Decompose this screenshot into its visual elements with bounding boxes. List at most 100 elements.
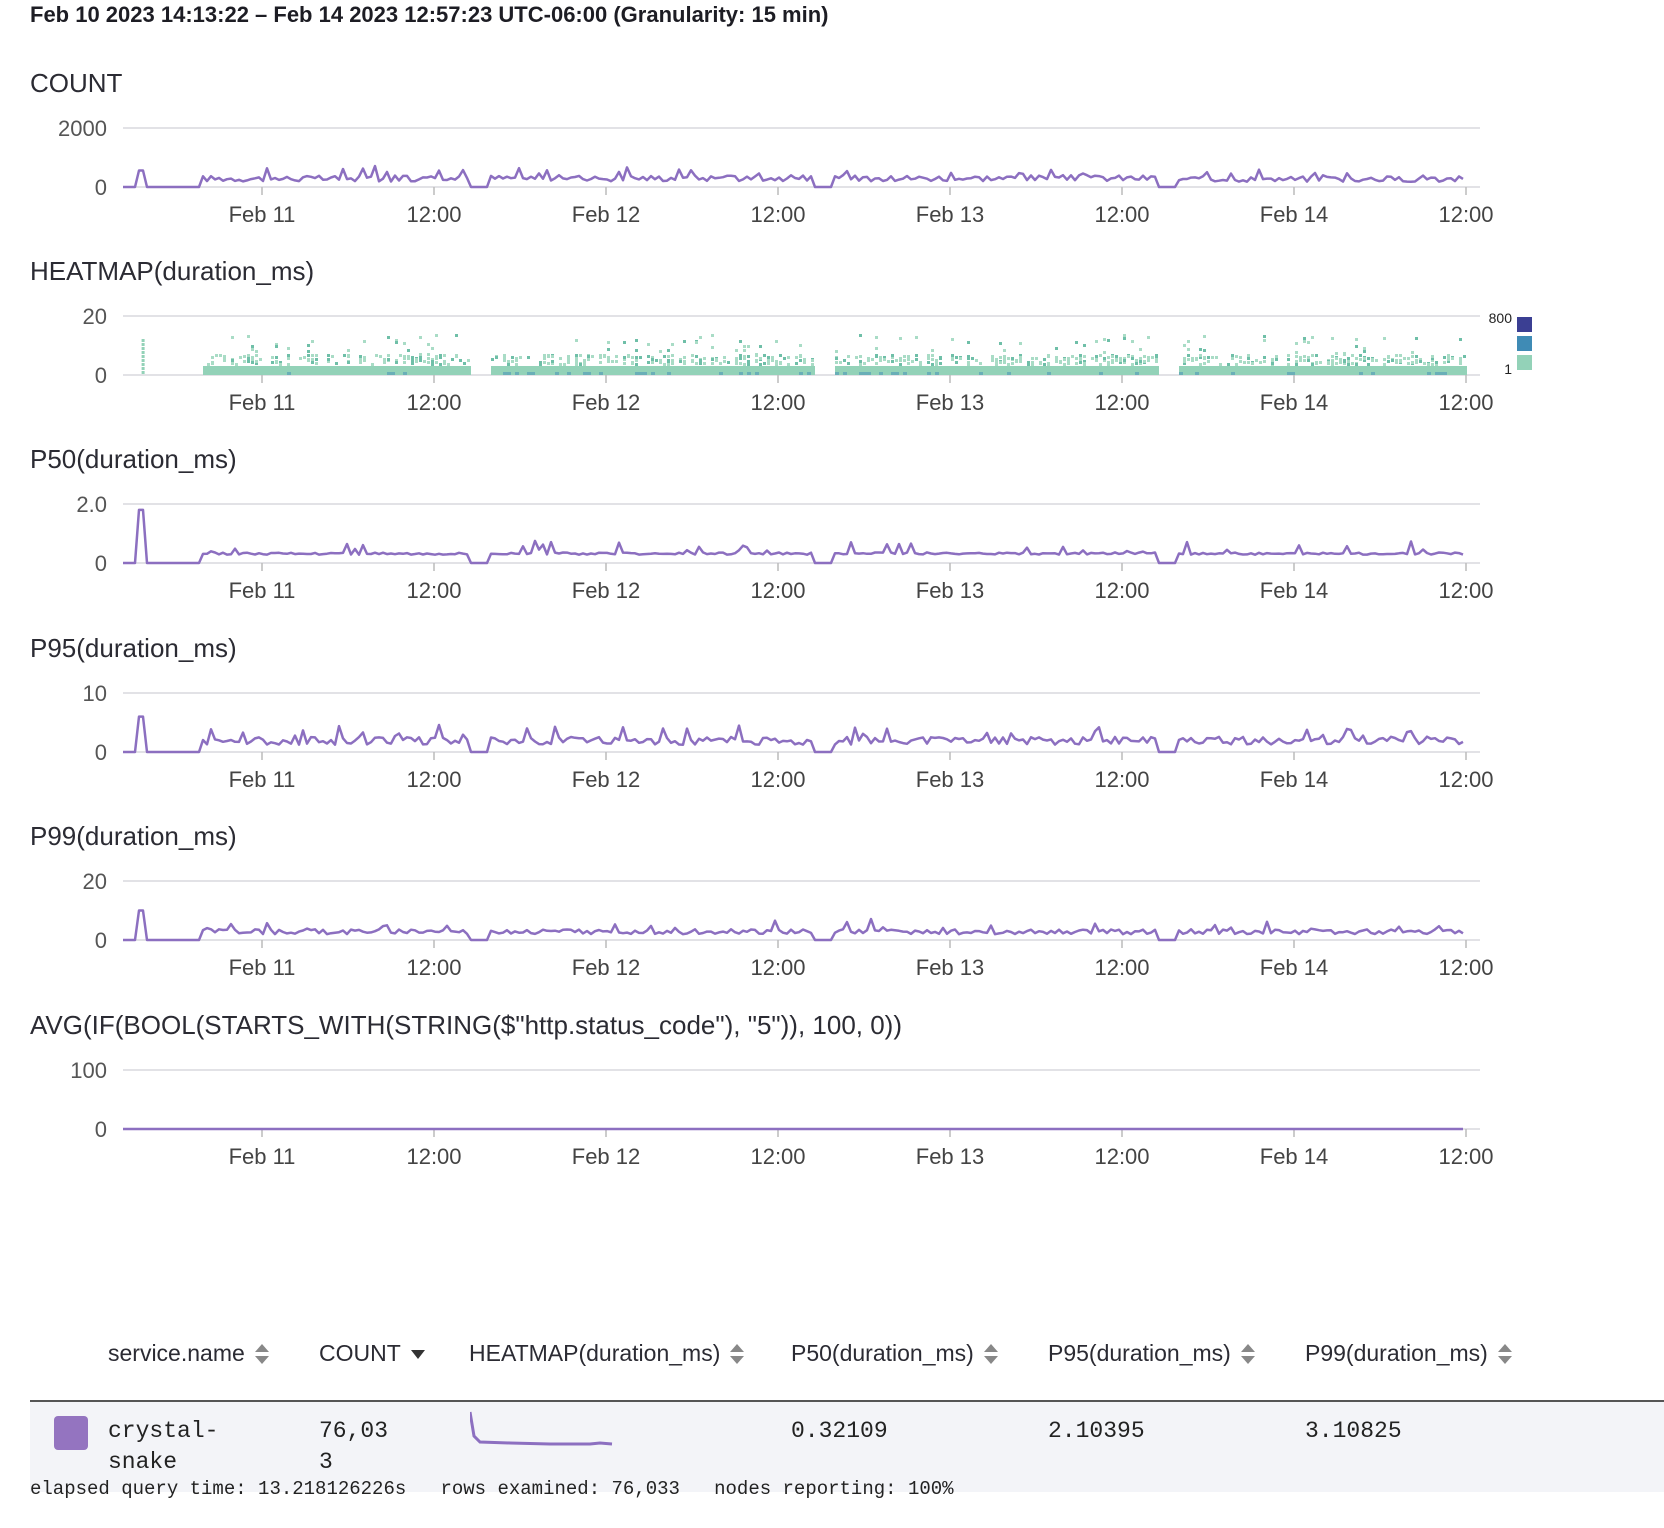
sort-icon[interactable]	[982, 1343, 1000, 1365]
heatmap-cell	[935, 359, 938, 362]
heatmap-cells[interactable]	[141, 334, 1664, 375]
heatmap-cell	[1007, 372, 1011, 375]
col-count[interactable]: COUNT	[319, 1340, 427, 1367]
col-p50[interactable]: P50(duration_ms)	[791, 1340, 1000, 1367]
x-tick-label: 12:00	[406, 390, 461, 415]
heatmap-cell	[1395, 361, 1398, 364]
chart-plot[interactable]: 2000 0 Feb 11 12:00 Feb 12 12:00 Feb 13 12:00 Fe…	[0, 112, 1664, 252]
heatmap-cell	[141, 343, 145, 346]
heatmap-cell	[439, 366, 443, 375]
heatmap-cell	[1363, 366, 1367, 375]
series-line[interactable]	[123, 715, 1464, 754]
heatmap-cell	[995, 366, 999, 375]
x-tick-label: Feb 11	[229, 202, 296, 227]
heatmap-cell	[1031, 357, 1034, 360]
heatmap-cell	[691, 354, 694, 357]
heatmap-cell	[1451, 366, 1455, 375]
heatmap-cell	[647, 343, 650, 346]
heatmap-cell	[759, 345, 762, 348]
heatmap-cell	[795, 356, 798, 359]
heatmap-cell	[1423, 366, 1427, 375]
chart-plot[interactable]: 100 0 Feb 11 12:00 Feb 12 12:00 Feb 13 12:00 Feb…	[0, 1054, 1664, 1194]
heatmap-cell	[499, 366, 503, 375]
heatmap-cell	[619, 366, 623, 375]
heatmap-cell	[695, 366, 699, 375]
x-tick-label: Feb 12	[572, 202, 641, 227]
heatmap-cell	[635, 339, 638, 342]
heatmap-cell	[599, 366, 603, 375]
heatmap-cell	[1363, 347, 1366, 350]
heatmap-cell	[903, 359, 906, 362]
heatmap-cell	[435, 357, 438, 360]
series-line[interactable]	[123, 164, 1464, 189]
col-service-name[interactable]: service.name	[108, 1340, 271, 1367]
sort-icon[interactable]	[728, 1343, 746, 1365]
heatmap-cell	[1143, 360, 1146, 363]
heatmap-cell	[559, 363, 562, 366]
heatmap-cell	[1367, 357, 1370, 360]
heatmap-cell	[723, 360, 726, 363]
heatmap-cell	[1015, 366, 1019, 375]
heatmap-cell	[995, 358, 998, 361]
col-heatmap[interactable]: HEATMAP(duration_ms)	[469, 1340, 746, 1367]
heatmap-cell	[1435, 372, 1439, 375]
heatmap-cell	[1111, 366, 1115, 375]
heatmap-cell	[1131, 366, 1135, 375]
heatmap-cell	[395, 359, 398, 362]
table-row[interactable]: crystal-snake 76,03 3 0.32109 2.10395 3.1…	[30, 1402, 1664, 1492]
heatmap-cell	[327, 360, 330, 363]
chart-count: COUNT 2000 0 Feb 11 12:00 Feb 12 12:00 Feb 13 12…	[0, 68, 1664, 264]
heatmap-cell	[1419, 358, 1422, 361]
series-line[interactable]	[123, 508, 1464, 565]
heatmap-cell	[271, 356, 274, 359]
heatmap-cell	[575, 360, 578, 363]
heatmap-cell	[359, 366, 363, 375]
heatmap-cell	[1183, 357, 1186, 360]
heatmap-cell	[875, 347, 878, 350]
sort-icon[interactable]	[1239, 1343, 1257, 1365]
heatmap-cell	[1411, 351, 1414, 354]
heatmap-cell	[951, 366, 955, 375]
x-tick-label: 12:00	[1094, 1144, 1149, 1169]
heatmap-cell	[403, 355, 406, 358]
heatmap-cell	[1371, 366, 1375, 375]
heatmap-cell	[271, 361, 274, 364]
col-p95[interactable]: P95(duration_ms)	[1048, 1340, 1257, 1367]
heatmap-cell	[323, 366, 327, 375]
sort-icon[interactable]	[1496, 1343, 1514, 1365]
chart-plot[interactable]: 10 0 Feb 11 12:00 Feb 12 12:00 Feb 13 12:00 Feb …	[0, 677, 1664, 817]
x-tick-label: 12:00	[406, 202, 461, 227]
heatmap-cell	[1247, 354, 1250, 357]
series-color-swatch[interactable]	[54, 1416, 88, 1450]
sort-desc-icon[interactable]	[409, 1343, 427, 1365]
heatmap-cell	[927, 354, 930, 357]
heatmap-cell	[939, 357, 942, 360]
heatmap-cell	[803, 358, 806, 361]
series-line[interactable]	[123, 909, 1464, 942]
x-tick-label: Feb 13	[916, 955, 985, 980]
heatmap-cell	[659, 359, 662, 362]
chart-plot[interactable]: 20 0 Feb 11 12:00 Feb 12 12:00 Feb 13 12:00 Feb …	[0, 300, 1664, 440]
heatmap-cell	[231, 366, 235, 375]
heatmap-cell	[1295, 342, 1298, 345]
heatmap-cell	[623, 362, 626, 365]
heatmap-cell	[603, 354, 606, 357]
heatmap-cell	[1447, 360, 1450, 363]
heatmap-cell	[403, 361, 406, 364]
chart-plot[interactable]: 20 0 Feb 11 12:00 Feb 12 12:00 Feb 13 12:00 Feb …	[0, 865, 1664, 1005]
heatmap-cell	[1435, 366, 1439, 375]
heatmap-cell	[527, 366, 531, 375]
heatmap-cell	[691, 360, 694, 363]
heatmap-cell	[1219, 366, 1223, 375]
heatmap-cell	[835, 350, 838, 353]
heatmap-cell	[1007, 363, 1010, 366]
heatmap-cell	[1147, 359, 1150, 362]
sort-icon[interactable]	[253, 1343, 271, 1365]
col-p99[interactable]: P99(duration_ms)	[1305, 1340, 1514, 1367]
heatmap-cell	[455, 366, 459, 375]
heatmap-cell	[851, 366, 855, 375]
heatmap-cell	[559, 366, 563, 375]
heatmap-cell	[1059, 366, 1063, 375]
heatmap-cell	[1003, 366, 1007, 375]
chart-plot[interactable]: 2.0 0 Feb 11 12:00 Feb 12 12:00 Feb 13 12:00 Feb…	[0, 488, 1664, 628]
